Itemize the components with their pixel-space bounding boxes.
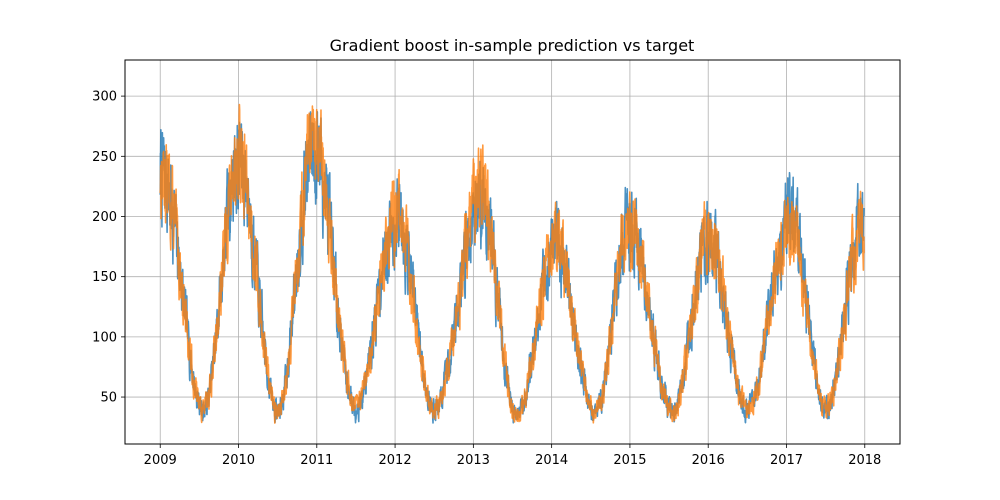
series-line-prediction xyxy=(159,103,865,424)
y-tick-label: 150 xyxy=(92,270,117,285)
chart-title: Gradient boost in-sample prediction vs t… xyxy=(330,36,695,55)
x-tick-label: 2011 xyxy=(300,453,333,468)
y-tick-label: 200 xyxy=(92,210,117,225)
y-tick-label: 50 xyxy=(100,391,117,406)
y-tick-label: 300 xyxy=(92,90,117,105)
x-tick-label: 2009 xyxy=(144,453,177,468)
x-tick-label: 2018 xyxy=(848,453,881,468)
x-tick-label: 2013 xyxy=(457,453,490,468)
x-tick-label: 2012 xyxy=(379,453,412,468)
x-tick-label: 2014 xyxy=(535,453,568,468)
x-tick-label: 2017 xyxy=(770,453,803,468)
x-tick-label: 2015 xyxy=(613,453,646,468)
x-tick-label: 2010 xyxy=(222,453,255,468)
axes-frame xyxy=(124,59,901,445)
x-axis: 2009 2010 2011 2012 2013 2014 2015 2016 2017 2018 xyxy=(144,444,881,468)
y-tick-label: 250 xyxy=(92,150,117,165)
series-layer xyxy=(159,103,865,424)
plot-area xyxy=(159,103,865,424)
y-tick-label: 100 xyxy=(92,330,117,345)
x-tick-label: 2016 xyxy=(692,453,725,468)
y-axis: 50 100 150 200 250 300 xyxy=(92,90,125,406)
